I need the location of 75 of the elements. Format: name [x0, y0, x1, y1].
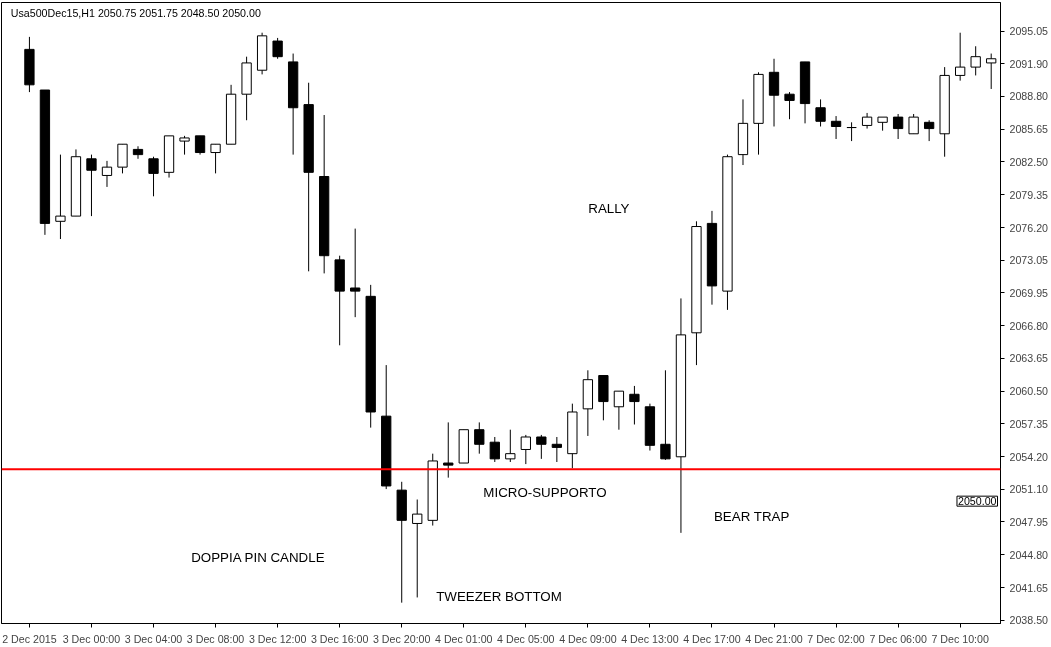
candlestick — [474, 421, 485, 455]
candlestick — [350, 228, 361, 318]
x-tick-label: 3 Dec 00:00 — [62, 632, 121, 645]
candlestick — [986, 53, 997, 90]
x-tick-label: 7 Dec 10:00 — [931, 632, 989, 645]
candlestick — [210, 143, 221, 174]
y-tick-label: 2073.05 — [1009, 254, 1049, 267]
candlestick — [505, 429, 516, 463]
chart-title: Usa500Dec15,H1 2050.75 2051.75 2048.50 2050.00 — [10, 6, 261, 19]
x-tick-label: 2 Dec 2015 — [2, 632, 57, 645]
y-tick-label: 2095.05 — [1009, 25, 1049, 38]
y-tick-label: 2051.10 — [1009, 483, 1049, 496]
x-tick-label: 4 Dec 13:00 — [621, 632, 679, 645]
candlestick — [412, 499, 423, 598]
candlestick — [815, 98, 826, 127]
candlestick — [148, 156, 159, 197]
candlestick — [660, 369, 671, 461]
x-tick-label: 3 Dec 04:00 — [124, 632, 183, 645]
x-tick-label: 4 Dec 01:00 — [435, 632, 493, 645]
candlestick — [768, 58, 780, 127]
candlestick — [132, 145, 144, 160]
y-tick-label: 2041.65 — [1009, 581, 1049, 594]
candlestick — [970, 45, 981, 76]
candlestick — [489, 436, 500, 463]
annotation: MICRO-SUPPORTO — [483, 484, 607, 500]
candlestick — [846, 121, 857, 142]
y-tick-label: 2079.35 — [1009, 188, 1049, 201]
candlestick — [892, 113, 904, 140]
y-tick-label: 2069.95 — [1009, 286, 1049, 299]
y-tick-label: 2066.80 — [1009, 319, 1049, 332]
x-tick-label: 3 Dec 12:00 — [248, 632, 307, 645]
candlestick — [86, 154, 97, 217]
candlestick — [101, 160, 113, 188]
y-tick-label: 2057.35 — [1009, 417, 1049, 430]
candlestick — [536, 434, 547, 460]
x-tick-label: 3 Dec 16:00 — [310, 632, 369, 645]
candlestick — [272, 37, 283, 60]
y-tick-label: 2044.80 — [1009, 548, 1049, 561]
y-tick-label: 2076.20 — [1009, 221, 1049, 234]
y-tick-label: 2054.20 — [1009, 450, 1049, 463]
candlestick — [520, 434, 531, 465]
candlestick — [830, 115, 842, 140]
annotation: DOPPIA PIN CANDLE — [191, 549, 325, 565]
candlestick — [55, 154, 66, 240]
x-tick-label: 4 Dec 09:00 — [559, 632, 617, 645]
x-tick-label: 4 Dec 17:00 — [683, 632, 741, 645]
x-tick-label: 4 Dec 05:00 — [497, 632, 555, 645]
y-tick-label: 2091.90 — [1009, 57, 1049, 70]
x-tick-label: 7 Dec 02:00 — [807, 632, 865, 645]
candlestick — [923, 119, 935, 142]
x-tick-label: 3 Dec 08:00 — [186, 632, 245, 645]
x-tick-label: 4 Dec 21:00 — [745, 632, 803, 645]
y-tick-label: 2085.65 — [1009, 123, 1049, 136]
candlestick — [179, 135, 190, 156]
y-tick-label: 2038.50 — [1009, 614, 1049, 627]
candlestick — [613, 390, 625, 431]
candlestick — [629, 385, 640, 425]
candlestick — [784, 91, 795, 120]
y-tick-label: 2047.95 — [1009, 515, 1049, 528]
x-tick-label: 7 Dec 06:00 — [869, 632, 927, 645]
candlestick — [955, 32, 966, 82]
candlestick — [551, 436, 562, 463]
x-tick-label: 3 Dec 20:00 — [372, 632, 431, 645]
annotation: RALLY — [588, 201, 630, 217]
y-tick-label: 2063.65 — [1009, 352, 1049, 365]
candlestick — [908, 113, 919, 135]
y-tick-label: 2082.50 — [1009, 155, 1049, 168]
y-tick-label: 2060.50 — [1009, 385, 1049, 398]
y-tick-label: 2088.80 — [1009, 90, 1049, 103]
candlestick — [194, 135, 206, 156]
annotation: 2050.00 — [957, 495, 997, 508]
annotation: TWEEZER BOTTOM — [436, 589, 562, 605]
annotation: BEAR TRAP — [713, 508, 790, 524]
candlestick — [117, 143, 128, 174]
candlestick — [443, 421, 454, 479]
